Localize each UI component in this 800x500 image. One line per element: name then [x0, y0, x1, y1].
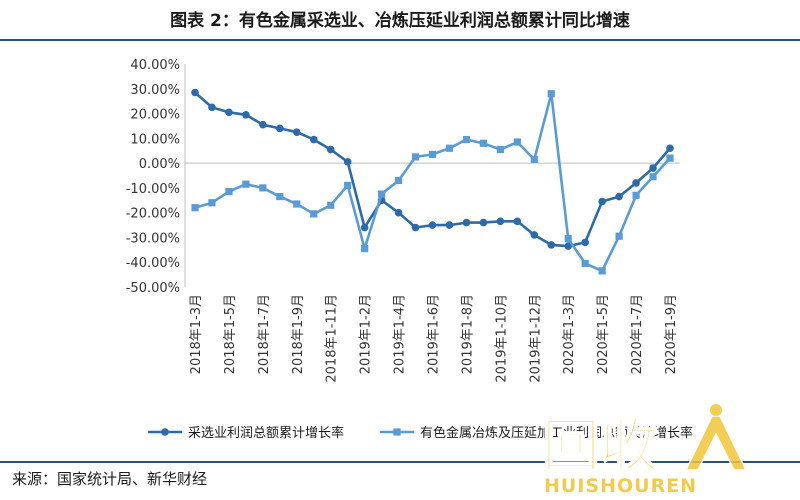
series-1-point [581, 238, 589, 247]
series-1-point [208, 103, 216, 112]
series-1-point [191, 88, 199, 97]
x-tick-label: 2018年1-5月 [223, 294, 238, 374]
series-1-point [428, 221, 437, 229]
legend-marker-1 [161, 428, 169, 436]
series-1-point [513, 217, 522, 226]
series-2-point [598, 267, 606, 275]
series-1-point [259, 120, 267, 129]
x-tick-label: 2018年1-11月 [325, 294, 340, 383]
series-2-point [564, 235, 572, 243]
series-2-point [191, 204, 199, 212]
series-2-point [293, 200, 301, 208]
x-tick-label: 2020年1-5月 [596, 294, 611, 374]
series-1-point [615, 192, 623, 201]
legend-label-2: 有色金属冶炼及压延加工业利润总额累计增长率 [420, 425, 693, 441]
series-1-point [411, 223, 420, 232]
x-tick-label: 2020年1-7月 [630, 294, 645, 374]
x-tick-label: 2020年1-9月 [664, 294, 679, 374]
series-2-point [242, 180, 250, 188]
y-tick-label: -20.00% [126, 207, 180, 222]
x-tick-label: 2019年1-12月 [528, 294, 543, 383]
series-1-point [445, 221, 454, 229]
series-1-point [666, 144, 674, 153]
series-2-point [344, 181, 352, 190]
y-tick-label: 20.00% [130, 108, 180, 123]
series-2-point [259, 184, 267, 192]
series-2-point [378, 190, 386, 198]
legend-label-1: 采选业利润总额累计增长率 [188, 425, 344, 441]
x-tick-label: 2018年1-7月 [257, 294, 272, 374]
series-2-point [666, 154, 674, 162]
series-2-point [327, 201, 335, 209]
y-tick-label: -50.00% [126, 281, 180, 296]
series-1-point [547, 241, 556, 249]
series-2-point [615, 232, 623, 240]
series-2-point [479, 139, 487, 147]
x-tick-label: 2018年1-3月 [189, 294, 204, 374]
y-tick-label: -10.00% [126, 182, 180, 197]
x-tick-label: 2019年1-8月 [460, 294, 475, 374]
series-2-point [462, 135, 471, 144]
series-2-point [428, 150, 437, 159]
y-tick-label: 10.00% [130, 132, 180, 147]
series-1-point [479, 218, 488, 227]
watermark-person-icon [684, 415, 748, 471]
series-2-point [225, 188, 233, 196]
x-tick-label: 2019年1-10月 [494, 294, 509, 383]
series-2-point [581, 259, 589, 268]
series-1-point [564, 242, 573, 250]
series-2-point [445, 144, 454, 152]
y-tick-label: 30.00% [130, 83, 180, 98]
footer-rule [0, 461, 800, 463]
series-2-point [361, 244, 369, 253]
series-2-point [496, 145, 504, 154]
series-1-point [276, 124, 284, 133]
watermark-logo-text: 回收 [542, 412, 658, 480]
watermark-logo: 回收 HUISHOUREN [541, 404, 748, 496]
series-2-point [513, 138, 521, 146]
x-tick-label: 2019年1-2月 [359, 294, 374, 374]
series-2-point [208, 199, 216, 207]
series-2-point [547, 90, 555, 98]
series-1-point [326, 145, 335, 154]
series-1-point [343, 158, 352, 166]
series-1-point [360, 223, 369, 232]
series-1-point [530, 231, 539, 239]
y-tick-label: -30.00% [126, 231, 180, 246]
series-1-point [598, 197, 606, 206]
y-tick-label: -40.00% [126, 256, 180, 271]
series-1-point [292, 128, 301, 136]
title-rule [0, 39, 800, 41]
series-1-point [649, 164, 657, 172]
series-2-point [632, 191, 640, 199]
y-tick-label: 0.00% [139, 157, 180, 172]
series-2-point [530, 155, 538, 163]
x-tick-label: 2019年1-6月 [427, 294, 442, 374]
x-tick-label: 2018年1-9月 [291, 294, 306, 374]
series-2-point [310, 210, 318, 218]
watermark-head-icon [710, 404, 722, 416]
x-tick-label: 2019年1-4月 [393, 294, 408, 374]
series-1-point [496, 217, 505, 226]
line-chart: 40.00% 30.00% 20.00% 10.00% 0.00% -10.00% -20.… [126, 58, 693, 441]
series-2-point [411, 153, 420, 161]
source-note: 来源：国家统计局、新华财经 [12, 470, 208, 488]
watermark-subtext: HUISHOUREN [544, 475, 697, 496]
series-1-point [462, 218, 471, 227]
series-1-point [309, 135, 318, 144]
series-1-point [242, 110, 250, 119]
series-1-point [632, 179, 640, 187]
series-1-point [394, 208, 403, 217]
legend-marker-2 [393, 428, 401, 436]
series-2-point [649, 173, 657, 181]
x-tick-label: 2020年1-3月 [562, 294, 577, 374]
series-line-2 [194, 92, 671, 273]
series-2-point [276, 192, 284, 201]
series-2-point [394, 176, 403, 185]
chart-title: 图表 2：有色金属采选业、冶炼压延业利润总额累计同比增速 [170, 11, 630, 31]
y-tick-label: 40.00% [130, 58, 180, 73]
series-1-point [225, 108, 233, 117]
